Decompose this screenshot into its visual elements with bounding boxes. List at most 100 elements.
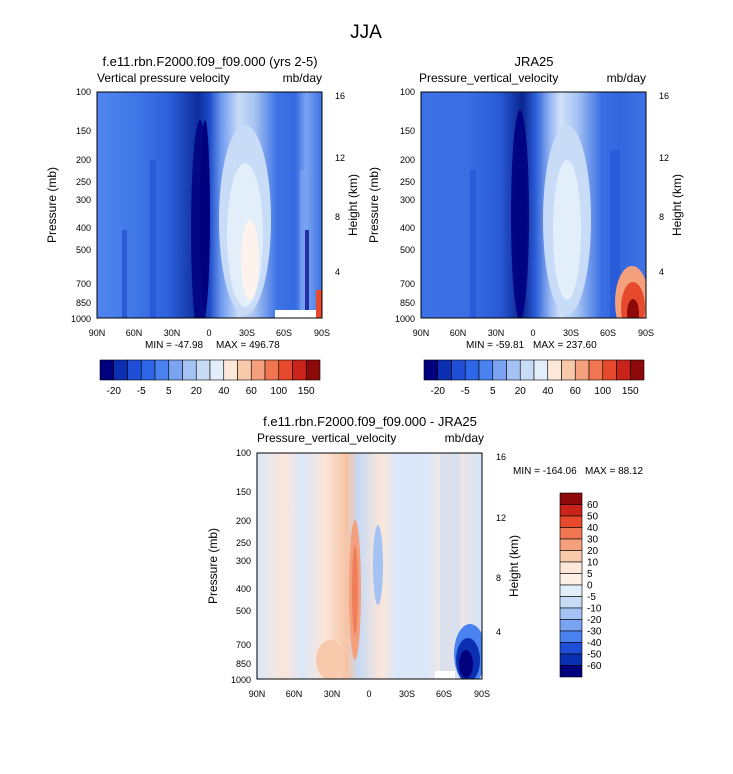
panel-model-variable: Vertical pressure velocity [97, 71, 230, 85]
colorbar-swatch [423, 359, 439, 381]
panel-obs-max: MAX = 237.60 [533, 340, 597, 351]
p2-ptick-500: 500 [400, 245, 415, 255]
panel-obs-colorbar: -20 -5 5 20 40 60 100 150 [423, 359, 645, 397]
colorbar-label: 5 [587, 569, 593, 580]
colorbar-label: 30 [587, 535, 599, 546]
colorbar-swatch [168, 359, 183, 381]
colorbar-label: -5 [137, 386, 146, 397]
colorbar-label: -20 [431, 386, 446, 397]
colorbar-swatch [559, 515, 583, 528]
colorbar-swatch [559, 538, 583, 551]
p3-htick-12: 12 [496, 513, 506, 523]
colorbar-swatch [629, 359, 645, 381]
p1-lat-30S: 30S [239, 328, 255, 338]
p2-htick-8: 8 [659, 212, 664, 222]
p2-htick-16: 16 [659, 91, 669, 101]
p1-htick-4: 4 [335, 267, 340, 277]
p3-htick-8: 8 [496, 573, 501, 583]
colorbar-swatch [561, 359, 576, 381]
p3-ptick-150: 150 [236, 487, 251, 497]
colorbar-swatch [140, 359, 156, 381]
colorbar-swatch [559, 619, 583, 632]
colorbar-swatch [127, 359, 142, 381]
colorbar-label: -5 [587, 592, 596, 603]
panel-diff-min: MIN = -164.06 [513, 466, 577, 477]
p2-lat-90S: 90S [638, 328, 654, 338]
panel-model-height-label: Height (km) [346, 174, 360, 236]
colorbar-swatch [533, 359, 549, 381]
colorbar-swatch [559, 642, 583, 655]
colorbar-swatch [264, 359, 280, 381]
panel-model-title: f.e11.rbn.F2000.f09_f09.000 (yrs 2-5) [102, 54, 317, 69]
panel-model-min: MIN = -47.98 [145, 340, 204, 351]
colorbar-swatch [616, 359, 631, 381]
p3-ptick-200: 200 [236, 516, 251, 526]
colorbar-swatch [237, 359, 252, 381]
p3-lat-30S: 30S [399, 689, 415, 699]
panel-obs-variable: Pressure_vertical_velocity [419, 71, 558, 85]
colorbar-swatch [559, 607, 583, 620]
colorbar-label: 40 [587, 523, 599, 534]
panel-diff-units: mb/day [445, 431, 484, 445]
panel-model: f.e11.rbn.F2000.f09_f09.000 (yrs 2-5) Ve… [45, 54, 360, 397]
colorbar-label: -5 [461, 386, 470, 397]
p3-htick-16: 16 [496, 452, 506, 462]
colorbar-swatch [154, 359, 170, 381]
p1-ptick-850: 850 [76, 298, 91, 308]
colorbar-swatch [559, 665, 583, 678]
p1-ptick-150: 150 [76, 126, 91, 136]
p3-lat-30N: 30N [324, 689, 341, 699]
figure-title: JJA [350, 22, 382, 43]
panel-obs: JRA25 Pressure_vertical_velocity mb/day … [367, 54, 684, 397]
colorbar-swatch [559, 630, 583, 643]
colorbar-swatch [559, 492, 583, 505]
colorbar-label: 5 [490, 386, 496, 397]
panel-obs-field [421, 92, 646, 318]
colorbar-swatch [559, 561, 583, 574]
p1-ptick-100: 100 [76, 87, 91, 97]
panel-model-units: mb/day [283, 71, 322, 85]
p2-ptick-700: 700 [400, 279, 415, 289]
colorbar-label: 20 [191, 386, 203, 397]
colorbar-label: 60 [570, 386, 582, 397]
p2-htick-12: 12 [659, 153, 669, 163]
colorbar-swatch [574, 359, 590, 381]
panel-model-colorbar: -20 -5 5 20 40 60 100 150 [99, 359, 321, 397]
p3-ptick-400: 400 [236, 584, 251, 594]
p2-lat-0: 0 [530, 328, 535, 338]
p2-ptick-300: 300 [400, 195, 415, 205]
p1-ptick-400: 400 [76, 223, 91, 233]
colorbar-label: -30 [587, 627, 602, 638]
p2-htick-4: 4 [659, 267, 664, 277]
colorbar-swatch [113, 359, 128, 381]
panel-diff-variable: Pressure_vertical_velocity [257, 431, 396, 445]
panel-diff-pressure-label: Pressure (mb) [206, 528, 220, 604]
p3-lat-0: 0 [366, 689, 371, 699]
colorbar-swatch [559, 653, 583, 666]
panel-obs-title: JRA25 [514, 54, 553, 69]
p1-ptick-1000: 1000 [71, 314, 91, 324]
colorbar-swatch [559, 504, 583, 517]
panel-obs-min: MIN = -59.81 [466, 340, 525, 351]
p1-ptick-500: 500 [76, 245, 91, 255]
panel-obs-pressure-label: Pressure (mb) [367, 167, 381, 243]
p2-ptick-250: 250 [400, 177, 415, 187]
panel-obs-height-label: Height (km) [670, 174, 684, 236]
panel-model-pressure-label: Pressure (mb) [45, 167, 59, 243]
p1-lat-90N: 90N [89, 328, 106, 338]
panel-obs-units: mb/day [607, 71, 646, 85]
p2-ptick-150: 150 [400, 126, 415, 136]
colorbar-label: -40 [587, 638, 602, 649]
colorbar-swatch [223, 359, 238, 381]
colorbar-label: 20 [515, 386, 527, 397]
colorbar-swatch [588, 359, 604, 381]
colorbar-swatch [602, 359, 617, 381]
colorbar-swatch [195, 359, 211, 381]
p2-ptick-100: 100 [400, 87, 415, 97]
colorbar-label: 40 [218, 386, 230, 397]
panel-diff-field [257, 453, 482, 679]
colorbar-swatch [492, 359, 507, 381]
colorbar-swatch [478, 359, 494, 381]
